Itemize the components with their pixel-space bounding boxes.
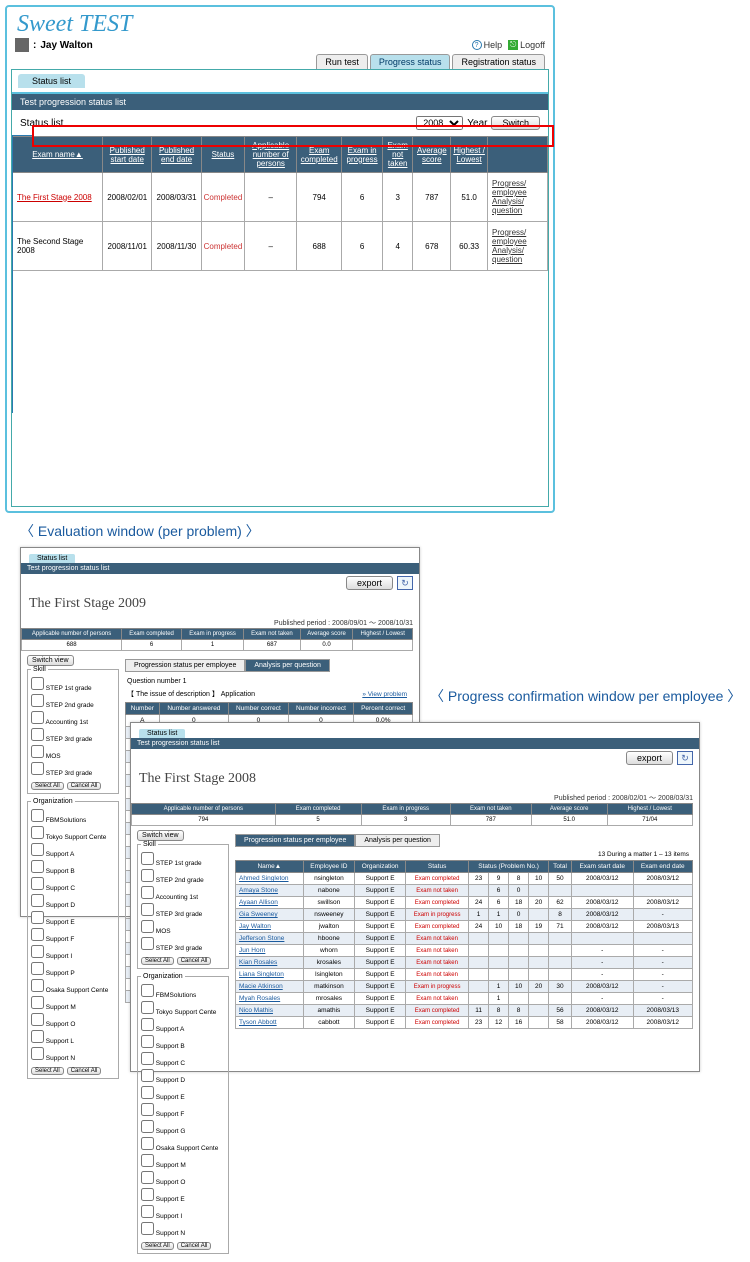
checkbox-item[interactable]: Support C — [141, 1051, 225, 1068]
analysis-question-link[interactable]: Analysis/ question — [492, 246, 545, 264]
checkbox-item[interactable]: FBMSolutions — [31, 808, 115, 825]
checkbox-item[interactable]: Support C — [31, 876, 115, 893]
analysis-question-link[interactable]: Analysis/ question — [492, 197, 545, 215]
tab-progression-employee[interactable]: Progression status per employee — [125, 659, 245, 672]
switch-view-button[interactable]: Switch view — [27, 655, 74, 666]
checkbox-item[interactable]: Support I — [141, 1204, 225, 1221]
switch-button[interactable]: Switch — [491, 116, 540, 130]
subtab-status-list[interactable]: Status list — [18, 74, 85, 88]
checkbox-item[interactable]: Support D — [141, 1068, 225, 1085]
checkbox-item[interactable]: Support N — [31, 1046, 115, 1063]
tab-analysis-question[interactable]: Analysis per question — [355, 834, 440, 847]
status-list-label: Status list — [20, 118, 63, 129]
view-problem-link[interactable]: » View problem — [358, 689, 411, 700]
checkbox-item[interactable]: Support B — [31, 859, 115, 876]
checkbox-item[interactable]: MOS — [31, 744, 115, 761]
table-row: The Second Stage 2008 2008/11/012008/11/… — [13, 222, 548, 271]
checkbox-item[interactable]: Support N — [141, 1221, 225, 1238]
checkbox-item[interactable]: Support I — [31, 944, 115, 961]
checkbox-item[interactable]: STEP 3rd grade — [141, 902, 225, 919]
checkbox-item[interactable]: Support L — [31, 1029, 115, 1046]
checkbox-item[interactable]: Support A — [141, 1017, 225, 1034]
checkbox-item[interactable]: Support F — [141, 1102, 225, 1119]
checkbox-item[interactable]: Support F — [31, 927, 115, 944]
checkbox-item[interactable]: Accounting 1st — [31, 710, 115, 727]
checkbox-item[interactable]: Tokyo Support Cente — [31, 825, 115, 842]
mini2-title: The First Stage 2008 — [131, 765, 699, 793]
checkbox-item[interactable]: Support M — [31, 995, 115, 1012]
mini1-title: The First Stage 2009 — [21, 590, 419, 618]
checkbox-item[interactable]: Accounting 1st — [141, 885, 225, 902]
checkbox-item[interactable]: Support A — [31, 842, 115, 859]
tab-progression-employee[interactable]: Progression status per employee — [235, 834, 355, 847]
help-link[interactable]: ?Help — [472, 40, 503, 50]
checkbox-item[interactable]: Support E — [141, 1085, 225, 1102]
mini2-summary: Applicable number of personsExam complet… — [131, 803, 693, 826]
logoff-link[interactable]: ⎋Logoff — [508, 40, 545, 50]
main-window: Sweet TEST : Jay Walton ?Help ⎋Logoff Ru… — [5, 5, 555, 513]
checkbox-item[interactable]: Support P — [31, 961, 115, 978]
tab-progress-status[interactable]: Progress status — [370, 54, 451, 69]
tab-registration-status[interactable]: Registration status — [452, 54, 545, 69]
status-table: Exam name▲ Published start date Publishe… — [12, 136, 548, 271]
skill-group: Skill STEP 1st grade STEP 2nd grade Acco… — [27, 666, 119, 794]
checkbox-item[interactable]: Support E — [141, 1187, 225, 1204]
employee-table: Name▲Employee IDOrganizationStatus Statu… — [235, 860, 693, 1029]
checkbox-item[interactable]: Support O — [141, 1170, 225, 1187]
checkbox-item[interactable]: STEP 2nd grade — [141, 868, 225, 885]
tab-analysis-question[interactable]: Analysis per question — [245, 659, 330, 672]
table-row: The First Stage 2008 2008/02/012008/03/3… — [13, 173, 548, 222]
year-select[interactable]: 2008 — [416, 116, 463, 130]
user-icon — [15, 38, 29, 52]
export-button[interactable]: export — [346, 576, 393, 590]
checkbox-item[interactable]: STEP 1st grade — [141, 851, 225, 868]
checkbox-item[interactable]: Support G — [141, 1119, 225, 1136]
checkbox-item[interactable]: STEP 3rd grade — [31, 761, 115, 778]
checkbox-item[interactable]: Osaka Support Cente — [31, 978, 115, 995]
user-name: Jay Walton — [40, 40, 92, 51]
checkbox-item[interactable]: Support D — [31, 893, 115, 910]
checkbox-item[interactable]: Support E — [31, 910, 115, 927]
brand-title: Sweet TEST — [7, 7, 142, 38]
checkbox-item[interactable]: Support O — [31, 1012, 115, 1029]
mini1-summary: Applicable number of personsExam complet… — [21, 628, 413, 651]
checkbox-item[interactable]: STEP 3rd grade — [31, 727, 115, 744]
progress-window: Status list Test progression status list… — [130, 722, 700, 1072]
progress-employee-link[interactable]: Progress/ employee — [492, 179, 545, 197]
cancel-all-button[interactable]: Cancel All — [67, 782, 102, 790]
checkbox-item[interactable]: STEP 2nd grade — [31, 693, 115, 710]
checkbox-item[interactable]: MOS — [141, 919, 225, 936]
caption-progress: 〈 Progress confirmation window per emplo… — [430, 687, 741, 705]
refresh-icon[interactable]: ↻ — [677, 751, 693, 765]
caption-evaluation: 〈 Evaluation window (per problem) 〉 — [0, 513, 750, 547]
checkbox-item[interactable]: FBMSolutions — [141, 983, 225, 1000]
progress-employee-link[interactable]: Progress/ employee — [492, 228, 545, 246]
list-title: Test progression status list — [12, 94, 548, 110]
checkbox-item[interactable]: Osaka Support Cente — [141, 1136, 225, 1153]
tab-run-test[interactable]: Run test — [316, 54, 368, 69]
org-group: Organization FBMSolutions Tokyo Support … — [27, 798, 119, 1079]
checkbox-item[interactable]: Support M — [141, 1153, 225, 1170]
checkbox-item[interactable]: Tokyo Support Cente — [141, 1000, 225, 1017]
select-all-button[interactable]: Select All — [31, 782, 64, 790]
checkbox-item[interactable]: Support B — [141, 1034, 225, 1051]
export-button[interactable]: export — [626, 751, 673, 765]
checkbox-item[interactable]: STEP 3rd grade — [141, 936, 225, 953]
checkbox-item[interactable]: STEP 1st grade — [31, 676, 115, 693]
refresh-icon[interactable]: ↻ — [397, 576, 413, 590]
